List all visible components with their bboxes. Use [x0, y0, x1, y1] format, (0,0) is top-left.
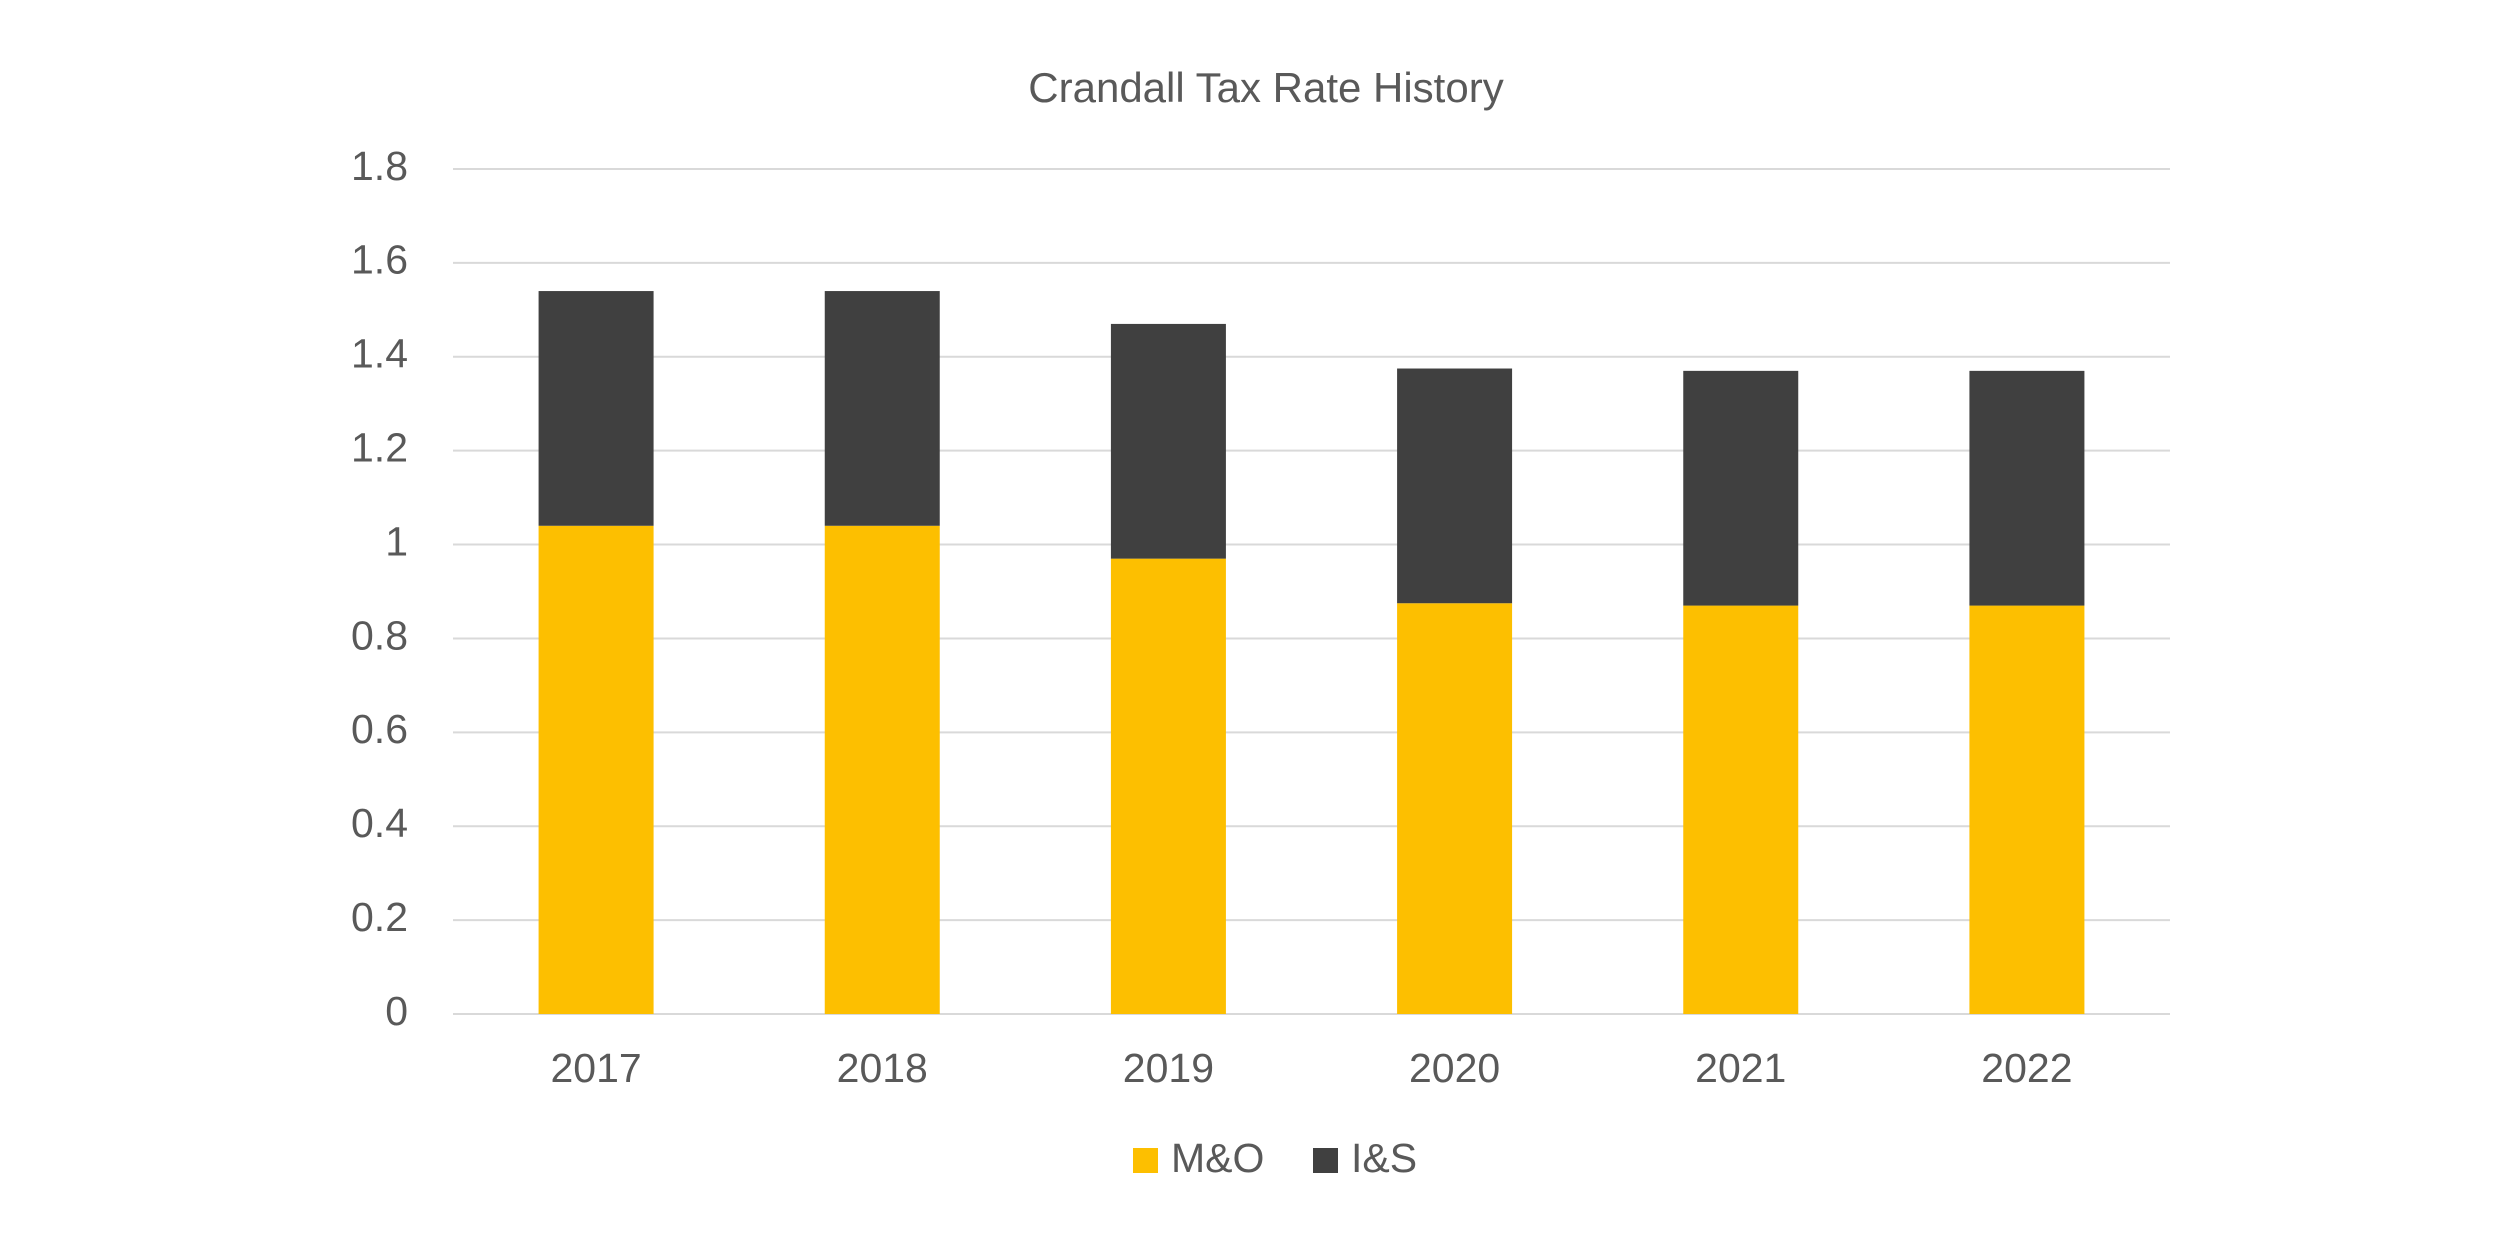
y-tick-label: 0 [385, 988, 408, 1034]
bar-segment [1110, 558, 1226, 1014]
x-tick-label: 2020 [1409, 1045, 1500, 1091]
bar-segment [538, 525, 654, 1014]
legend-swatch [1133, 1148, 1158, 1173]
bar-segment [538, 291, 654, 526]
y-tick-label: 1 [385, 518, 408, 564]
x-tick-label: 2018 [837, 1045, 928, 1091]
x-tick-label: 2019 [1123, 1045, 1214, 1091]
legend-label: M&O [1171, 1135, 1264, 1181]
y-tick-label: 0.6 [351, 706, 408, 752]
y-tick-label: 1.6 [351, 237, 408, 283]
y-tick-label: 0.8 [351, 612, 408, 658]
y-tick-label: 0.2 [351, 894, 408, 940]
y-tick-label: 1.4 [351, 331, 408, 377]
bar-segment [1683, 605, 1799, 1014]
x-tick-label: 2022 [1981, 1045, 2072, 1091]
bar-segment [824, 291, 940, 526]
bar-segment [1969, 605, 2085, 1014]
y-tick-label: 0.4 [351, 800, 408, 846]
bar-segment [824, 525, 940, 1014]
chart-title: Crandall Tax Rate History [1028, 64, 1503, 111]
bar-segment [1110, 323, 1226, 559]
y-tick-label: 1.2 [351, 424, 408, 470]
bar-segment [1397, 368, 1513, 604]
y-tick-label: 1.8 [351, 143, 408, 189]
legend-swatch [1313, 1148, 1338, 1173]
bar-segment [1397, 603, 1513, 1014]
bar-segment [1683, 370, 1799, 606]
bar-segment [1969, 370, 2085, 606]
x-tick-label: 2021 [1695, 1045, 1786, 1091]
x-tick-label: 2017 [550, 1045, 641, 1091]
legend-label: I&S [1351, 1135, 1417, 1181]
